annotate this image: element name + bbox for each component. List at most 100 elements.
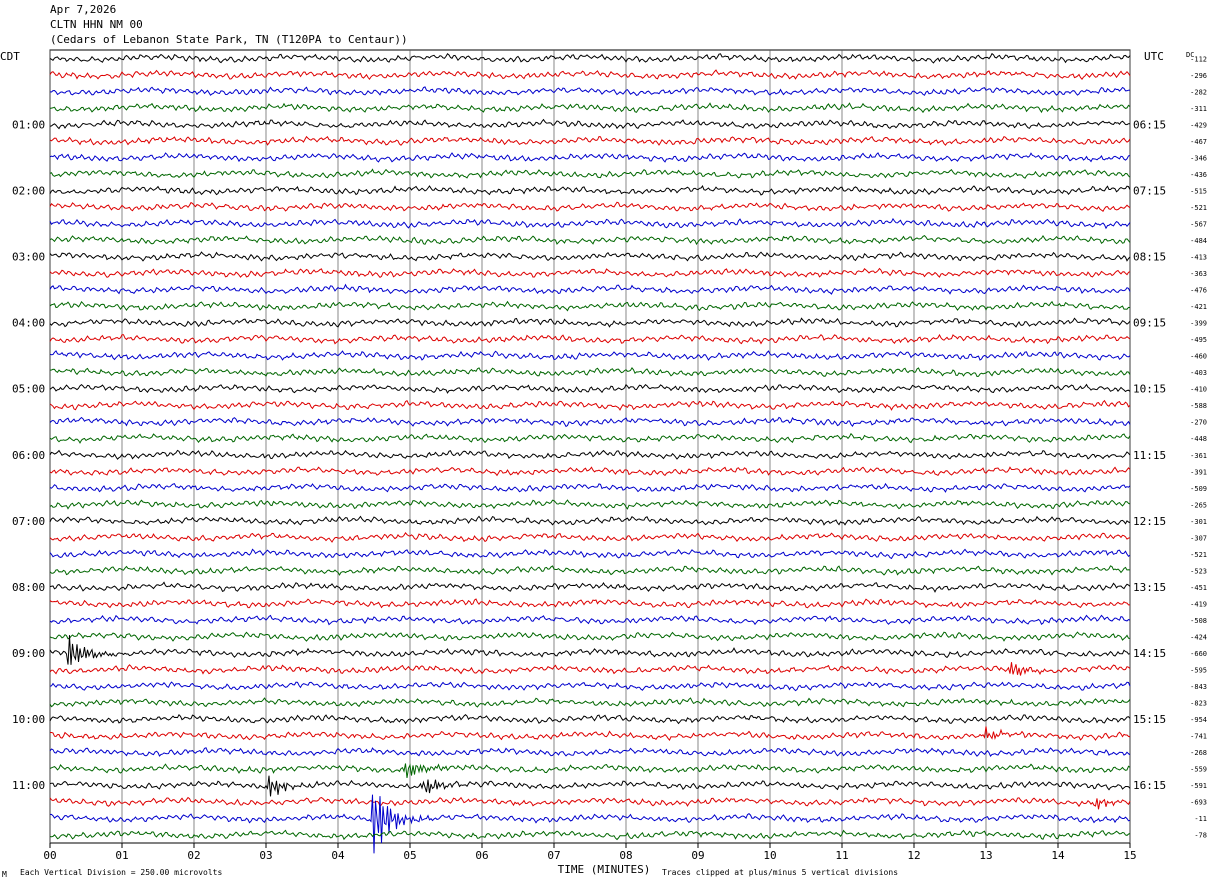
seismic-trace [49,794,1131,854]
dc-offset-value: -419 [1190,600,1207,608]
seismic-trace [49,251,1131,262]
hour-label-right: 08:15 [1133,251,1166,264]
seismic-trace [49,300,1131,312]
x-tick-label: 14 [1051,849,1065,862]
x-tick-label: 08 [619,849,632,862]
seismic-trace [49,515,1131,526]
clip-note: Traces clipped at plus/minus 5 vertical … [662,868,898,877]
seismic-trace [49,662,1131,676]
dc-offset-value: -424 [1190,633,1207,641]
dc-offset-value: -429 [1190,121,1207,129]
dc-offset-value: -460 [1190,353,1207,361]
seismic-trace [49,631,1131,642]
dc-offset-value: -823 [1190,700,1207,708]
dc-offset-value: -413 [1190,254,1207,262]
x-tick-label: 00 [43,849,56,862]
dc-offset-value: -693 [1190,799,1207,807]
seismic-trace [49,775,1131,797]
dc-offset-value: -399 [1190,320,1207,328]
x-tick-label: 07 [547,849,560,862]
seismic-trace [49,598,1130,609]
seismic-trace [49,763,1131,778]
dc-offset-value: -436 [1190,171,1207,179]
hour-label-right: 10:15 [1133,383,1166,396]
seismic-trace [49,217,1131,230]
dc-offset-value: -448 [1190,435,1207,443]
seismic-trace [49,52,1131,64]
seismic-trace [49,168,1131,179]
hour-label-left: 04:00 [12,317,45,330]
header-date: Apr 7,2026 [50,3,117,16]
dc-offset-value: -484 [1190,237,1207,245]
dc-offset-value: -282 [1190,88,1207,96]
dc-offset-value: -361 [1190,452,1207,460]
dc-offset-value: -268 [1190,749,1207,757]
corner-mark: M [2,870,7,879]
dc-offset-value: -591 [1190,782,1207,790]
seismic-trace [49,69,1131,81]
hour-label-right: 15:15 [1133,713,1166,726]
x-tick-label: 01 [115,849,128,862]
dc-offset-value: -521 [1190,551,1207,559]
dc-offset-value: -265 [1190,501,1207,509]
dc-offset-value: -588 [1190,402,1207,410]
seismic-trace [49,531,1131,543]
dc-offset-value: -843 [1190,683,1207,691]
seismic-trace [49,267,1131,278]
x-tick-label: 10 [763,849,776,862]
dc-offset-value: -363 [1190,270,1207,278]
plot-frame [49,49,1131,844]
hour-label-left: 06:00 [12,449,45,462]
seismic-trace [49,747,1131,757]
dc-offset-value: -523 [1190,567,1207,575]
hour-label-right: 16:15 [1133,779,1166,792]
hour-label-right: 09:15 [1133,317,1166,330]
hour-label-left: 01:00 [12,118,45,131]
seismic-trace [49,681,1131,692]
seismic-trace [49,184,1131,196]
cdt-label: CDT [0,50,20,63]
dc-offset-value: -508 [1190,617,1207,625]
seismic-trace [49,829,1131,841]
seismic-trace [49,118,1131,130]
seismic-trace [49,201,1131,212]
dc-offset-value: -495 [1190,336,1207,344]
seismic-trace [49,367,1131,378]
dc-offset-value: -509 [1190,485,1207,493]
dc-offset-value: -346 [1190,154,1207,162]
seismic-trace [49,796,1131,810]
utc-label: UTC [1144,50,1164,63]
dc-offset-value: -559 [1190,766,1207,774]
dc-offset-value: -301 [1190,518,1207,526]
dc-offset-value: -954 [1190,716,1207,724]
dc-label: DC [1186,51,1194,59]
seismic-trace [49,350,1131,361]
seismic-trace [49,383,1131,394]
seismic-trace [49,548,1131,560]
hour-label-left: 09:00 [12,647,45,660]
hour-label-right: 13:15 [1133,581,1166,594]
x-axis-label: TIME (MINUTES) [558,863,651,876]
header-location: (Cedars of Lebanon State Park, TN (T120P… [50,33,408,46]
x-tick-label: 04 [331,849,345,862]
hour-label-right: 11:15 [1133,449,1166,462]
seismic-trace [49,399,1131,411]
seismic-trace [49,499,1131,510]
seismic-trace [49,697,1131,708]
hour-label-left: 03:00 [12,251,45,264]
seismic-trace [49,283,1131,295]
seismic-trace [49,234,1131,246]
seismic-trace [49,635,1131,665]
dc-offset-value: -11 [1194,815,1207,823]
dc-offset-value: -296 [1190,72,1207,80]
dc-offset-value: -410 [1190,386,1207,394]
dc-offset-value: -595 [1190,667,1207,675]
x-tick-label: 05 [403,849,416,862]
seismic-trace [49,432,1131,444]
dc-offset-value: -476 [1190,287,1207,295]
dc-offset-value: -567 [1190,220,1207,228]
seismic-trace [49,565,1131,576]
dc-offset-value: -515 [1190,187,1207,195]
dc-offset-value: -741 [1190,733,1207,741]
dc-offset-value: -307 [1190,534,1207,542]
